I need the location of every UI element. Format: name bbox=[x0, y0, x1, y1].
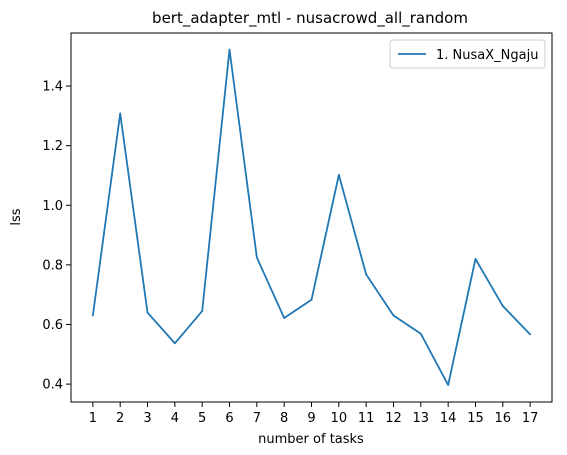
data-point bbox=[146, 311, 149, 314]
legend-box bbox=[389, 39, 546, 69]
legend: 1. NusaX_Ngaju bbox=[389, 39, 546, 69]
y-axis-label: lss bbox=[9, 208, 24, 225]
plot-area: 1 2 3 4 5 6 7 8 9 10 11 12 13 14 15 16 170.40.60.81.01.2… bbox=[42, 48, 539, 426]
x-tick-label: 13 bbox=[413, 411, 430, 426]
data-point bbox=[255, 256, 258, 259]
y-tick-label: 0.4 bbox=[42, 378, 63, 393]
x-tick-label: 1 bbox=[89, 411, 97, 426]
y-tick-label: 1.0 bbox=[42, 199, 63, 214]
y-tick-label: 1.4 bbox=[42, 80, 63, 95]
x-tick-label: 8 bbox=[280, 411, 288, 426]
x-tick-label: 12 bbox=[385, 411, 402, 426]
y-tick-label: 1.2 bbox=[42, 139, 63, 154]
x-axis-label: number of tasks bbox=[258, 432, 364, 447]
data-point bbox=[529, 333, 532, 336]
x-tick-label: 9 bbox=[307, 411, 315, 426]
y-tick-label: 0.8 bbox=[42, 258, 63, 273]
chart-title: bert_adapter_mtl - nusacrowd_all_random bbox=[152, 9, 468, 28]
x-tick-label: 6 bbox=[225, 411, 233, 426]
data-point bbox=[310, 298, 313, 301]
data-point bbox=[283, 317, 286, 319]
x-tick-label: 4 bbox=[171, 411, 179, 426]
legend-label: 1. NusaX_Ngaju bbox=[436, 48, 538, 63]
data-point bbox=[173, 342, 176, 345]
x-tick-label: 5 bbox=[198, 411, 206, 426]
data-point bbox=[228, 48, 231, 51]
axes-frame bbox=[70, 32, 553, 403]
data-point bbox=[501, 305, 504, 307]
x-tick-label: 3 bbox=[143, 411, 151, 426]
data-point bbox=[201, 310, 204, 312]
data-point bbox=[474, 258, 477, 260]
x-tick-label: 7 bbox=[253, 411, 261, 426]
data-point bbox=[337, 173, 340, 176]
data-point bbox=[447, 384, 450, 386]
data-point bbox=[419, 332, 422, 335]
x-tick-label: 17 bbox=[522, 411, 539, 426]
data-point bbox=[119, 112, 122, 115]
x-tick-label: 15 bbox=[467, 411, 484, 426]
x-tick-label: 10 bbox=[331, 411, 348, 426]
data-point bbox=[365, 273, 368, 276]
x-tick-label: 11 bbox=[358, 411, 375, 426]
x-tick-label: 14 bbox=[440, 411, 457, 426]
x-tick-label: 16 bbox=[495, 411, 512, 426]
y-tick-label: 0.6 bbox=[42, 318, 63, 333]
x-tick-label: 2 bbox=[116, 411, 124, 426]
data-point bbox=[91, 314, 94, 317]
data-point bbox=[392, 314, 395, 317]
